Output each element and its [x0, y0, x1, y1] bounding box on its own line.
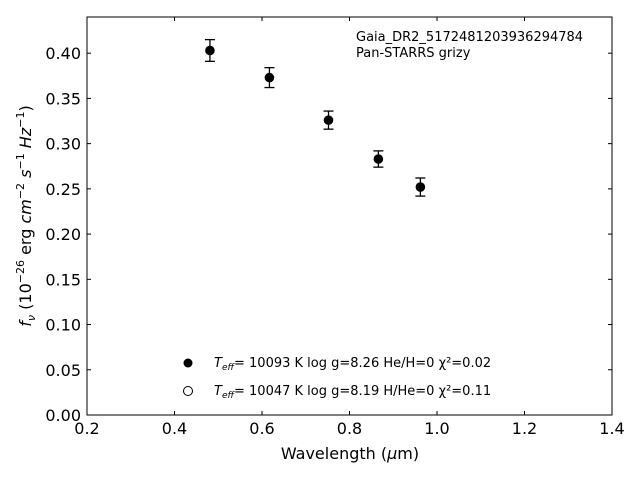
y-tick-label: 0.20: [45, 225, 81, 244]
y-tick-label: 0.25: [45, 180, 81, 199]
y-tick-label: 0.10: [45, 316, 81, 335]
x-tick-label: 1.2: [512, 419, 537, 438]
legend: Teff= 10093 K log g=8.26 He/H=0 χ²=0.02 …: [183, 356, 491, 401]
y-axis-label: fν (10−26 erg cm−2 s−1 Hz−1): [14, 105, 38, 326]
plot-area: [86, 16, 613, 416]
x-tick-label: 0.4: [162, 419, 187, 438]
x-tick-label: 0.8: [337, 419, 362, 438]
y-tick-label: 0.15: [45, 270, 81, 289]
legend-entry-1: Teff= 10093 K log g=8.26 He/H=0 χ²=0.02: [214, 356, 491, 373]
y-tick-label: 0.30: [45, 135, 81, 154]
y-tick-label: 0.00: [45, 406, 81, 425]
x-axis-label: Wavelength (μm): [281, 444, 419, 463]
data-point: [205, 45, 215, 56]
data-points: [204, 38, 426, 197]
y-ticks: 0.00 0.05 0.10 0.15 0.20 0.25 0.30 0.35 0.40: [45, 44, 612, 425]
legend-entry-2: Teff= 10047 K log g=8.19 H/He=0 χ²=0.11: [214, 384, 491, 401]
y-tick-label: 0.40: [45, 44, 81, 63]
annotation-line-2: Pan-STARRS grizy: [356, 46, 471, 61]
y-tick-label: 0.05: [45, 361, 81, 380]
x-tick-label: 1.0: [424, 419, 449, 438]
data-point: [415, 182, 426, 192]
legend-marker-filled: [183, 358, 193, 368]
data-point: [323, 115, 334, 125]
x-tick-label: 1.4: [599, 419, 624, 438]
y-tick-label: 0.35: [45, 89, 81, 108]
x-tick-label: 0.2: [74, 419, 99, 438]
x-ticks: 0.2 0.4 0.6 0.8 1.0 1.2 1.4: [74, 17, 625, 438]
annotation-line-1: Gaia_DR2_5172481203936294784: [356, 30, 583, 45]
x-tick-label: 0.6: [249, 419, 274, 438]
legend-marker-open: [183, 386, 193, 396]
data-point: [264, 72, 275, 83]
data-point: [373, 154, 384, 164]
